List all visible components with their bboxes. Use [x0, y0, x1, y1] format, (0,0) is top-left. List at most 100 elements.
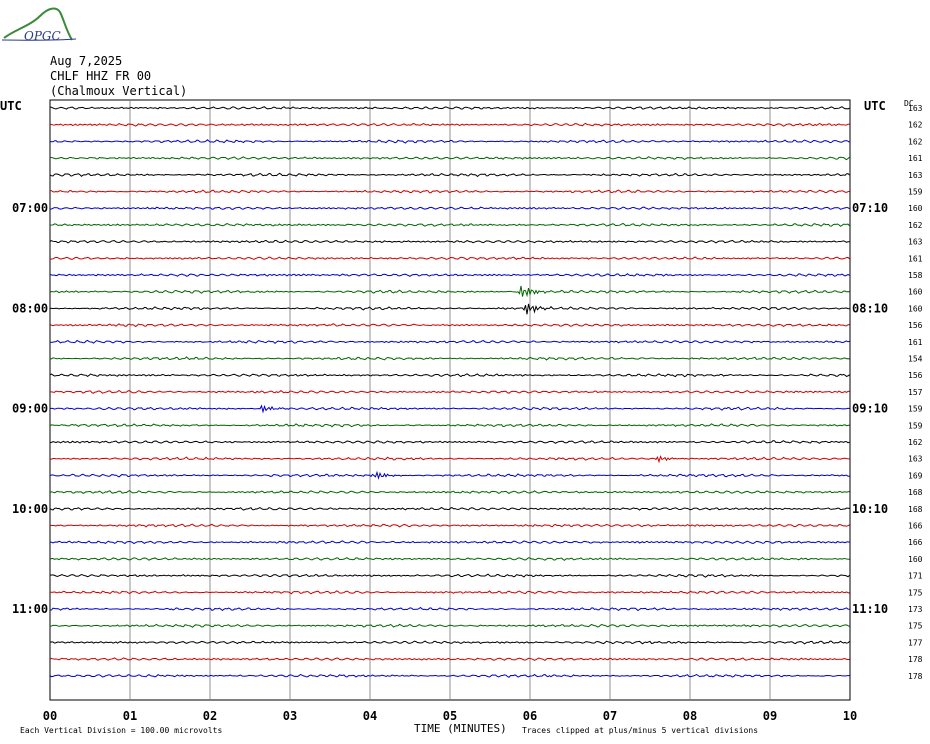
trace-row: [49, 623, 850, 628]
trace-row: [49, 423, 850, 428]
time-labels: 00 01 02 03 04 05 06 07 08 09 10 163 162 162 161 163 159…: [12, 104, 923, 723]
trace-row: [49, 222, 850, 227]
dc-value: 159: [908, 405, 923, 414]
trace-row: [49, 122, 850, 127]
right-utc-label: UTC: [864, 99, 886, 113]
left-hour-label: 09:00: [12, 402, 48, 416]
logo-swoosh-icon: [3, 7, 73, 41]
dc-value: 173: [908, 605, 923, 614]
dc-label: DC: [904, 99, 914, 108]
dc-value: 160: [908, 288, 923, 297]
dc-value: 163: [908, 238, 923, 247]
dc-value: 168: [908, 488, 923, 497]
right-hour-label: 08:10: [852, 301, 888, 315]
trace-row: [49, 490, 850, 495]
dc-value: 161: [908, 154, 923, 163]
x-tick-label: 06: [523, 709, 537, 723]
dc-value: 163: [908, 171, 923, 180]
trace-row: [49, 285, 850, 298]
trace-row: [49, 303, 850, 315]
dc-value: 169: [908, 471, 923, 480]
dc-value: 175: [908, 622, 923, 631]
trace-row: [49, 139, 850, 144]
dc-value: 159: [908, 188, 923, 197]
trace-row: [49, 323, 850, 328]
x-tick-label: 09: [763, 709, 777, 723]
x-tick-label: 03: [283, 709, 297, 723]
opgc-logo: OPGC: [1, 7, 77, 43]
dc-value: 166: [908, 538, 923, 547]
trace-row: [49, 206, 850, 210]
trace-row: [49, 256, 850, 261]
left-hour-label: 08:00: [12, 301, 48, 315]
trace-row: [49, 590, 850, 595]
dc-value: 168: [908, 505, 923, 514]
trace-row: [49, 540, 850, 545]
dc-value: 162: [908, 438, 923, 447]
x-tick-label: 10: [843, 709, 857, 723]
trace-row: [49, 573, 850, 578]
trace-row: [49, 106, 850, 110]
trace-row: [49, 640, 850, 645]
right-hour-label: 11:10: [852, 602, 888, 616]
dc-value: 178: [908, 655, 923, 664]
dc-value: 163: [908, 455, 923, 464]
dc-value: 163: [908, 104, 923, 113]
logo-text: OPGC: [24, 29, 61, 43]
dc-value: 162: [908, 221, 923, 230]
trace-row: [49, 339, 850, 345]
dc-value: 166: [908, 522, 923, 531]
trace-row: [49, 506, 850, 511]
recording-date: Aug 7,2025: [50, 54, 122, 68]
dc-value: 160: [908, 204, 923, 213]
dc-value: 171: [908, 572, 923, 581]
grid: [49, 99, 851, 701]
trace-row: [49, 156, 850, 161]
dc-value: 162: [908, 137, 923, 146]
trace-row: [49, 440, 850, 444]
x-axis-label: TIME (MINUTES): [414, 722, 507, 735]
left-hour-label: 11:00: [12, 602, 48, 616]
x-tick-label: 02: [203, 709, 217, 723]
dc-value: 175: [908, 588, 923, 597]
dc-value: 161: [908, 254, 923, 263]
left-hour-label: 10:00: [12, 502, 48, 516]
left-utc-label: UTC: [0, 99, 22, 113]
x-tick-label: 07: [603, 709, 617, 723]
dc-value: 156: [908, 371, 923, 380]
x-tick-label: 01: [123, 709, 137, 723]
dc-value: 159: [908, 421, 923, 430]
dc-value: 162: [908, 121, 923, 130]
dc-value: 177: [908, 638, 923, 647]
dc-value: 158: [908, 271, 923, 280]
trace-row: [49, 455, 850, 464]
trace-row: [49, 189, 850, 194]
trace-row: [49, 356, 850, 361]
clipping-note: Traces clipped at plus/minus 5 vertical …: [522, 726, 758, 735]
trace-row: [49, 239, 850, 244]
dc-value: 157: [908, 388, 923, 397]
station-channel: CHLF HHZ FR 00: [50, 69, 151, 83]
vertical-division-note: Each Vertical Division = 100.00 microvol…: [20, 726, 222, 735]
right-hour-label: 10:10: [852, 502, 888, 516]
right-hour-label: 07:10: [852, 201, 888, 215]
dc-value: 156: [908, 321, 923, 330]
trace-row: [49, 373, 850, 378]
trace-row: [49, 389, 850, 394]
trace-row: [49, 172, 850, 178]
x-tick-label: 00: [43, 709, 57, 723]
trace-row: [49, 556, 850, 561]
x-tick-label: 08: [683, 709, 697, 723]
dc-value: 178: [908, 672, 923, 681]
trace-row: [49, 470, 850, 480]
traces: [49, 106, 850, 678]
trace-row: [49, 273, 850, 277]
trace-row: [49, 673, 850, 678]
dc-value: 161: [908, 338, 923, 347]
dc-value: 160: [908, 304, 923, 313]
trace-row: [49, 657, 850, 662]
x-tick-label: 05: [443, 709, 457, 723]
x-tick-label: 04: [363, 709, 377, 723]
station-name: (Chalmoux Vertical): [50, 84, 187, 98]
